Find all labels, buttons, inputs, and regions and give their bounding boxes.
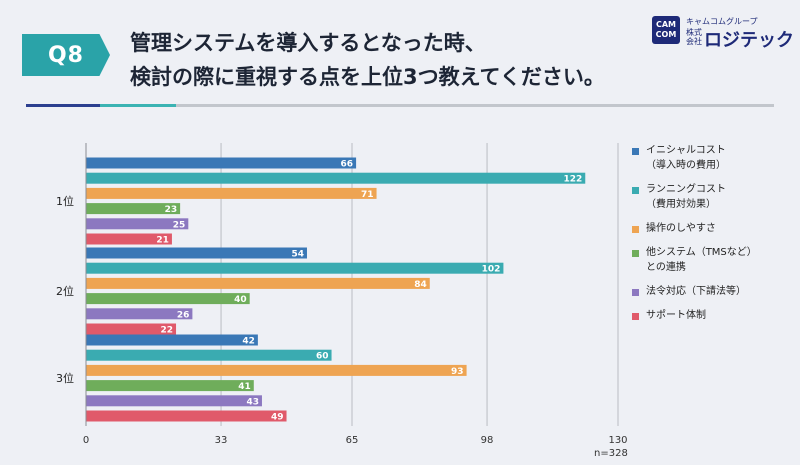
bar <box>86 410 287 422</box>
bar-value-label: 93 <box>451 367 464 377</box>
header-rule-teal <box>100 104 176 107</box>
bar-value-label: 54 <box>291 250 304 260</box>
header-rule-dark <box>26 104 100 107</box>
bar <box>86 293 250 305</box>
bar-value-label: 21 <box>156 236 169 246</box>
bar <box>86 157 357 169</box>
bar <box>86 380 254 392</box>
legend-item: イニシャルコスト （導入時の費用） <box>632 143 792 173</box>
category-label: 1位 <box>56 194 74 208</box>
category-label: 2位 <box>56 284 74 298</box>
bar-value-label: 40 <box>234 295 247 305</box>
bar-value-label: 41 <box>238 382 251 392</box>
x-tick-label: 98 <box>481 435 494 446</box>
legend-item: サポート体制 <box>632 308 792 323</box>
bar <box>86 364 467 376</box>
legend-label: 法令対応（下請法等） <box>646 286 746 297</box>
category-label: 3位 <box>56 371 74 385</box>
bar <box>86 187 377 199</box>
bar-value-label: 71 <box>361 190 374 200</box>
bar-value-label: 43 <box>246 397 259 407</box>
legend-label: サポート体制 <box>646 310 706 321</box>
bar <box>86 277 430 289</box>
legend-label: 操作のしやすさ <box>646 223 716 234</box>
bar <box>86 262 504 274</box>
logo-mark-icon: CAM COM <box>652 16 680 44</box>
bar-value-label: 26 <box>177 310 190 320</box>
bar-value-label: 23 <box>165 205 178 215</box>
logo-group-name: キャムコムグループ <box>686 17 758 26</box>
legend-swatch <box>632 187 639 194</box>
legend-item: 操作のしやすさ <box>632 221 792 236</box>
sample-size-note: n=328 <box>594 448 628 459</box>
bar-value-label: 66 <box>341 160 354 170</box>
chart-legend: イニシャルコスト （導入時の費用） ランニングコスト （費用対効果） 操作のしやすさ… <box>632 143 792 332</box>
bar-value-label: 60 <box>316 352 329 362</box>
legend-item: 他システム（TMSなど） との連携 <box>632 245 792 275</box>
legend-label: ランニングコスト （費用対効果） <box>646 184 726 210</box>
page-title: 管理システムを導入するとなった時、 検討の際に重視する点を上位3つ教えてください… <box>130 26 650 94</box>
bar <box>86 172 586 184</box>
legend-swatch <box>632 289 639 296</box>
legend-item: ランニングコスト （費用対効果） <box>632 182 792 212</box>
bar <box>86 308 193 320</box>
title-line-1: 管理システムを導入するとなった時、 <box>130 31 486 55</box>
bar-value-label: 122 <box>563 175 582 185</box>
bar <box>86 233 172 245</box>
title-line-2: 検討の際に重視する点を上位3つ教えてください。 <box>130 65 605 89</box>
x-tick-label: 65 <box>346 435 359 446</box>
x-tick-label: 130 <box>608 435 627 446</box>
logo-mark-bottom: COM <box>655 30 677 39</box>
question-badge: Q8 <box>22 34 110 76</box>
bar-value-label: 25 <box>173 220 186 230</box>
bar-value-label: 49 <box>271 413 284 423</box>
x-tick-label: 33 <box>215 435 228 446</box>
bar <box>86 395 262 407</box>
bar-value-label: 102 <box>482 265 501 275</box>
bar <box>86 334 258 346</box>
legend-label: 他システム（TMSなど） との連携 <box>646 247 757 273</box>
bar <box>86 247 307 259</box>
company-logo: CAM COM キャムコムグループ 株式会社 ロジテック <box>652 16 794 51</box>
bar-value-label: 22 <box>160 326 173 336</box>
bar-value-label: 42 <box>242 337 255 347</box>
x-tick-label: 0 <box>83 435 89 446</box>
legend-swatch <box>632 226 639 233</box>
bar-value-label: 84 <box>414 280 427 290</box>
legend-swatch <box>632 148 639 155</box>
bar <box>86 218 189 230</box>
legend-label: イニシャルコスト （導入時の費用） <box>646 145 726 171</box>
logo-company-name: ロジテック <box>704 30 794 51</box>
logo-mark-top: CAM <box>655 20 677 29</box>
logo-corp-label: 株式会社 <box>686 28 702 46</box>
legend-swatch <box>632 313 639 320</box>
header-rule-gray <box>176 104 774 107</box>
bar <box>86 349 332 361</box>
legend-item: 法令対応（下請法等） <box>632 284 792 299</box>
bar <box>86 203 181 215</box>
bar <box>86 323 177 335</box>
legend-swatch <box>632 250 639 257</box>
